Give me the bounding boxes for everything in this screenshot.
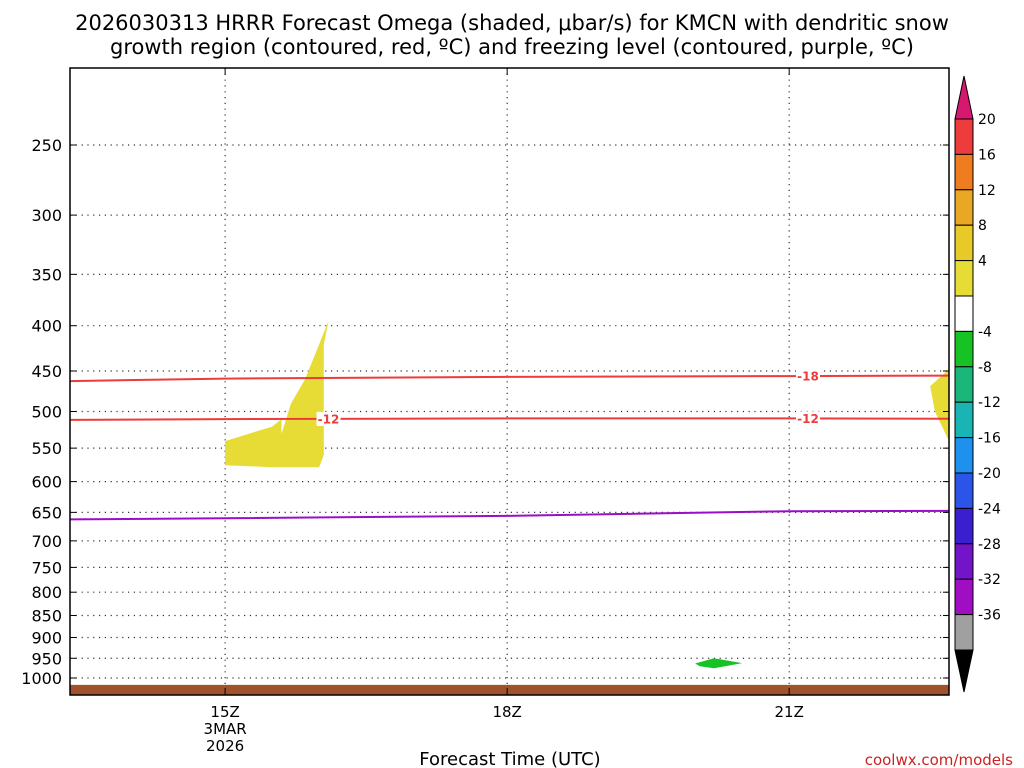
freezing-level-line [70,509,949,521]
colorbar-top-arrow [954,75,974,120]
colorbar-band-2 [954,189,974,226]
omega-region-2 [930,369,949,442]
colorbar-bottom-arrow [954,649,974,693]
colorbar-label-8: -16 [978,431,1001,447]
colorbar-label-5: -4 [978,324,992,340]
colorbar-band-13 [954,578,974,616]
y-tick-label-350: 350 [31,265,62,284]
title-line-2: growth region (contoured, red, ºC) and f… [110,35,914,59]
colorbar-band-4 [954,260,974,297]
x-tick-label-0-0: 15Z [210,703,239,721]
colorbar-label-13: -36 [978,608,1001,624]
plot-frame [69,67,950,696]
dgz-minus12-label-1: -12 [797,412,819,426]
colorbar-label-9: -20 [978,466,1001,482]
dgz-minus12-label-0: -12 [318,412,340,426]
colorbar-band-0 [954,118,974,155]
y-tick-label-250: 250 [31,136,62,155]
dgz-minus12-line [70,417,949,421]
x-tick-label-0-2: 2026 [206,737,244,755]
y-tick-label-800: 800 [31,583,62,602]
y-tick-label-600: 600 [31,473,62,492]
y-tick-label-850: 850 [31,607,62,626]
dgz-minus12-label-bg-0 [316,411,341,426]
colorbar-band-14 [954,614,974,651]
chart-title: 2026030313 HRRR Forecast Omega (shaded, … [75,11,949,59]
colorbar-label-2: 12 [978,183,996,199]
title-line-1: 2026030313 HRRR Forecast Omega (shaded, … [75,11,949,35]
y-tick-label-900: 900 [31,628,62,647]
dgz-minus12-label-bg-1 [795,411,820,426]
colorbar-label-3: 8 [978,218,987,234]
x-tick-label-2-0: 21Z [774,703,803,721]
colorbar-label-10: -24 [978,501,1001,517]
colorbar-label-11: -28 [978,537,1001,553]
colorbar-band-1 [954,153,974,191]
y-tick-label-650: 650 [31,503,62,522]
y-tick-label-500: 500 [31,403,62,422]
y-tick-label-300: 300 [31,206,62,225]
y-tick-label-550: 550 [31,439,62,458]
x-tick-label-0-1: 3MAR [204,720,247,738]
dgz-minus18-line [70,374,949,383]
colorbar-band-3 [954,224,974,262]
plot-area: -18-18-12-12-120250300350400450500550600… [21,67,950,755]
omega-region-5 [695,658,743,669]
colorbar-label-4: 4 [978,254,987,270]
plot-inner: -18-18-12-12-120 [70,68,949,695]
colorbar: 20 16 12 8 4 -4 -8 -12 -16 -20 -24 -28 -32 -36 [954,75,1001,693]
x-axis-title: Forecast Time (UTC) [419,749,600,768]
colorbar-label-6: -8 [978,360,992,376]
colorbar-label-7: -12 [978,395,1001,411]
dgz-minus18-label-bg-0 [795,369,820,384]
colorbar-band-12 [954,543,974,580]
colorbar-label-12: -32 [978,572,1001,588]
ground-surface [70,684,949,695]
omega-region-1 [225,320,329,468]
colorbar-band-8 [954,401,974,439]
colorbar-band-7 [954,366,974,403]
y-tick-label-1000: 1000 [21,669,62,688]
y-tick-label-750: 750 [31,558,62,577]
colorbar-band-5 [954,295,974,332]
dgz-minus18-label-0: -18 [797,370,819,384]
colorbar-band-9 [954,437,974,474]
colorbar-label-0: 20 [978,112,996,128]
credit-text[interactable]: coolwx.com/models [865,751,1013,768]
colorbar-band-11 [954,507,974,545]
y-tick-label-450: 450 [31,362,62,381]
y-tick-label-950: 950 [31,649,62,668]
x-tick-label-1-0: 18Z [492,703,521,721]
colorbar-band-6 [954,330,974,368]
colorbar-band-10 [954,472,974,509]
y-tick-label-700: 700 [31,532,62,551]
colorbar-label-1: 16 [978,147,996,163]
y-tick-label-400: 400 [31,317,62,336]
